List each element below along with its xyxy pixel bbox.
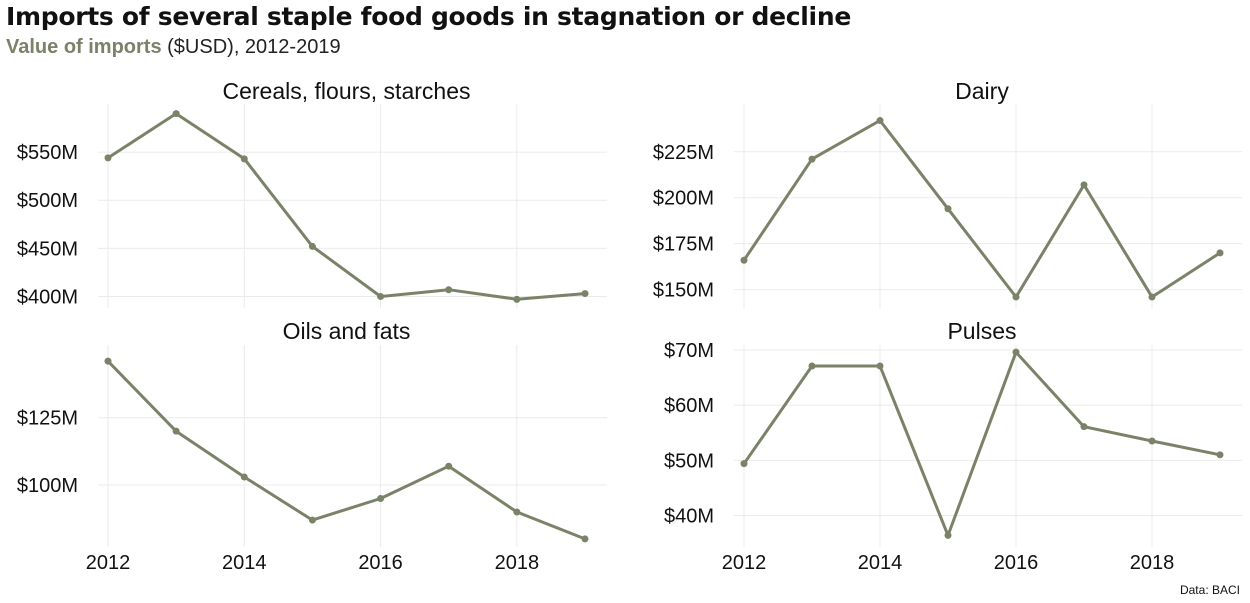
panel-title: Oils and fats bbox=[283, 318, 411, 344]
data-point bbox=[876, 117, 884, 125]
data-point bbox=[172, 110, 180, 118]
subtitle-rest: ($USD), 2012-2019 bbox=[161, 36, 341, 58]
data-point bbox=[308, 516, 316, 524]
x-tick-label: 2018 bbox=[1130, 552, 1175, 574]
data-point bbox=[1080, 423, 1088, 431]
data-point bbox=[445, 286, 453, 294]
x-tick-label: 2012 bbox=[86, 552, 131, 574]
y-tick-label: $50M bbox=[664, 450, 714, 472]
data-point bbox=[377, 292, 385, 300]
data-point bbox=[240, 473, 248, 481]
series-line bbox=[742, 119, 1221, 299]
data-point bbox=[876, 362, 884, 370]
x-tick-label: 2014 bbox=[222, 552, 267, 574]
panel-title: Cereals, flours, starches bbox=[223, 78, 471, 104]
data-point bbox=[377, 495, 385, 503]
y-tick-label: $225M bbox=[653, 142, 714, 164]
data-point bbox=[1080, 181, 1088, 189]
series-line bbox=[107, 112, 586, 301]
data-point bbox=[513, 295, 521, 303]
y-tick-label: $100M bbox=[17, 475, 78, 497]
panel-2: Oils and fats $100M $125M 2012 2014 2016 2018 bbox=[17, 318, 607, 574]
y-tick-label: $500M bbox=[17, 190, 78, 212]
y-tick-label: $400M bbox=[17, 286, 78, 308]
data-point bbox=[445, 462, 453, 470]
y-tick-label: $550M bbox=[17, 142, 78, 164]
x-tick-label: 2014 bbox=[858, 552, 903, 574]
series-line bbox=[742, 350, 1221, 537]
source-caption: Data: BACI bbox=[1179, 583, 1240, 597]
data-point bbox=[808, 362, 816, 370]
series-line bbox=[106, 360, 586, 541]
y-tick-label: $450M bbox=[17, 238, 78, 260]
y-tick-label: $200M bbox=[653, 188, 714, 210]
data-point bbox=[1216, 451, 1224, 459]
data-point bbox=[308, 242, 316, 250]
y-tick-label: $175M bbox=[653, 234, 714, 256]
data-point bbox=[808, 155, 816, 163]
x-tick-label: 2016 bbox=[994, 552, 1039, 574]
y-tick-label: $40M bbox=[664, 506, 714, 528]
data-point bbox=[740, 256, 748, 264]
data-point bbox=[944, 205, 952, 213]
data-point bbox=[1216, 249, 1224, 257]
data-point bbox=[581, 290, 589, 298]
subtitle-emphasis: Value of imports bbox=[6, 36, 162, 58]
panel-1: Dairy $150M $175M $200M $225M bbox=[653, 78, 1242, 308]
data-point bbox=[1148, 437, 1156, 445]
panel-3: Pulses $40M $50M $60M $70M 2012 2014 2016 2018 bbox=[664, 318, 1242, 574]
data-point bbox=[240, 155, 248, 163]
x-tick-label: 2016 bbox=[358, 552, 403, 574]
data-point bbox=[104, 357, 112, 365]
data-point bbox=[104, 154, 112, 162]
chart-subtitle: Value of imports ($USD), 2012-2019 bbox=[6, 36, 341, 59]
data-point bbox=[944, 531, 952, 539]
panel-title: Pulses bbox=[947, 318, 1016, 344]
data-point bbox=[513, 508, 521, 516]
data-point bbox=[581, 535, 589, 543]
x-tick-label: 2018 bbox=[495, 552, 540, 574]
panel-title: Dairy bbox=[955, 78, 1009, 104]
chart-title: Imports of several staple food goods in … bbox=[6, 2, 851, 31]
data-point bbox=[1012, 293, 1020, 301]
y-tick-label: $70M bbox=[664, 340, 714, 362]
y-tick-label: $125M bbox=[17, 408, 78, 430]
y-tick-label: $60M bbox=[664, 395, 714, 417]
data-point bbox=[1012, 348, 1020, 356]
y-tick-label: $150M bbox=[653, 280, 714, 302]
data-point bbox=[1148, 293, 1156, 301]
data-point bbox=[740, 460, 748, 468]
data-point bbox=[172, 427, 180, 435]
panel-0: Cereals, flours, starches $400M $450M $500M… bbox=[17, 78, 607, 308]
x-tick-label: 2012 bbox=[722, 552, 767, 574]
